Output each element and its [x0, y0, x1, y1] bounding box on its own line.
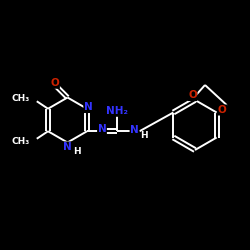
Text: N: N [84, 102, 92, 113]
Text: CH₃: CH₃ [12, 94, 30, 103]
Text: N: N [98, 124, 106, 134]
Text: H: H [140, 130, 148, 140]
Text: CH₃: CH₃ [12, 137, 30, 146]
Text: NH₂: NH₂ [106, 106, 128, 116]
Text: O: O [51, 78, 59, 88]
Text: H: H [73, 147, 81, 156]
Text: N: N [63, 142, 72, 152]
Text: O: O [188, 90, 197, 101]
Text: N: N [130, 125, 139, 135]
Text: O: O [218, 105, 226, 115]
